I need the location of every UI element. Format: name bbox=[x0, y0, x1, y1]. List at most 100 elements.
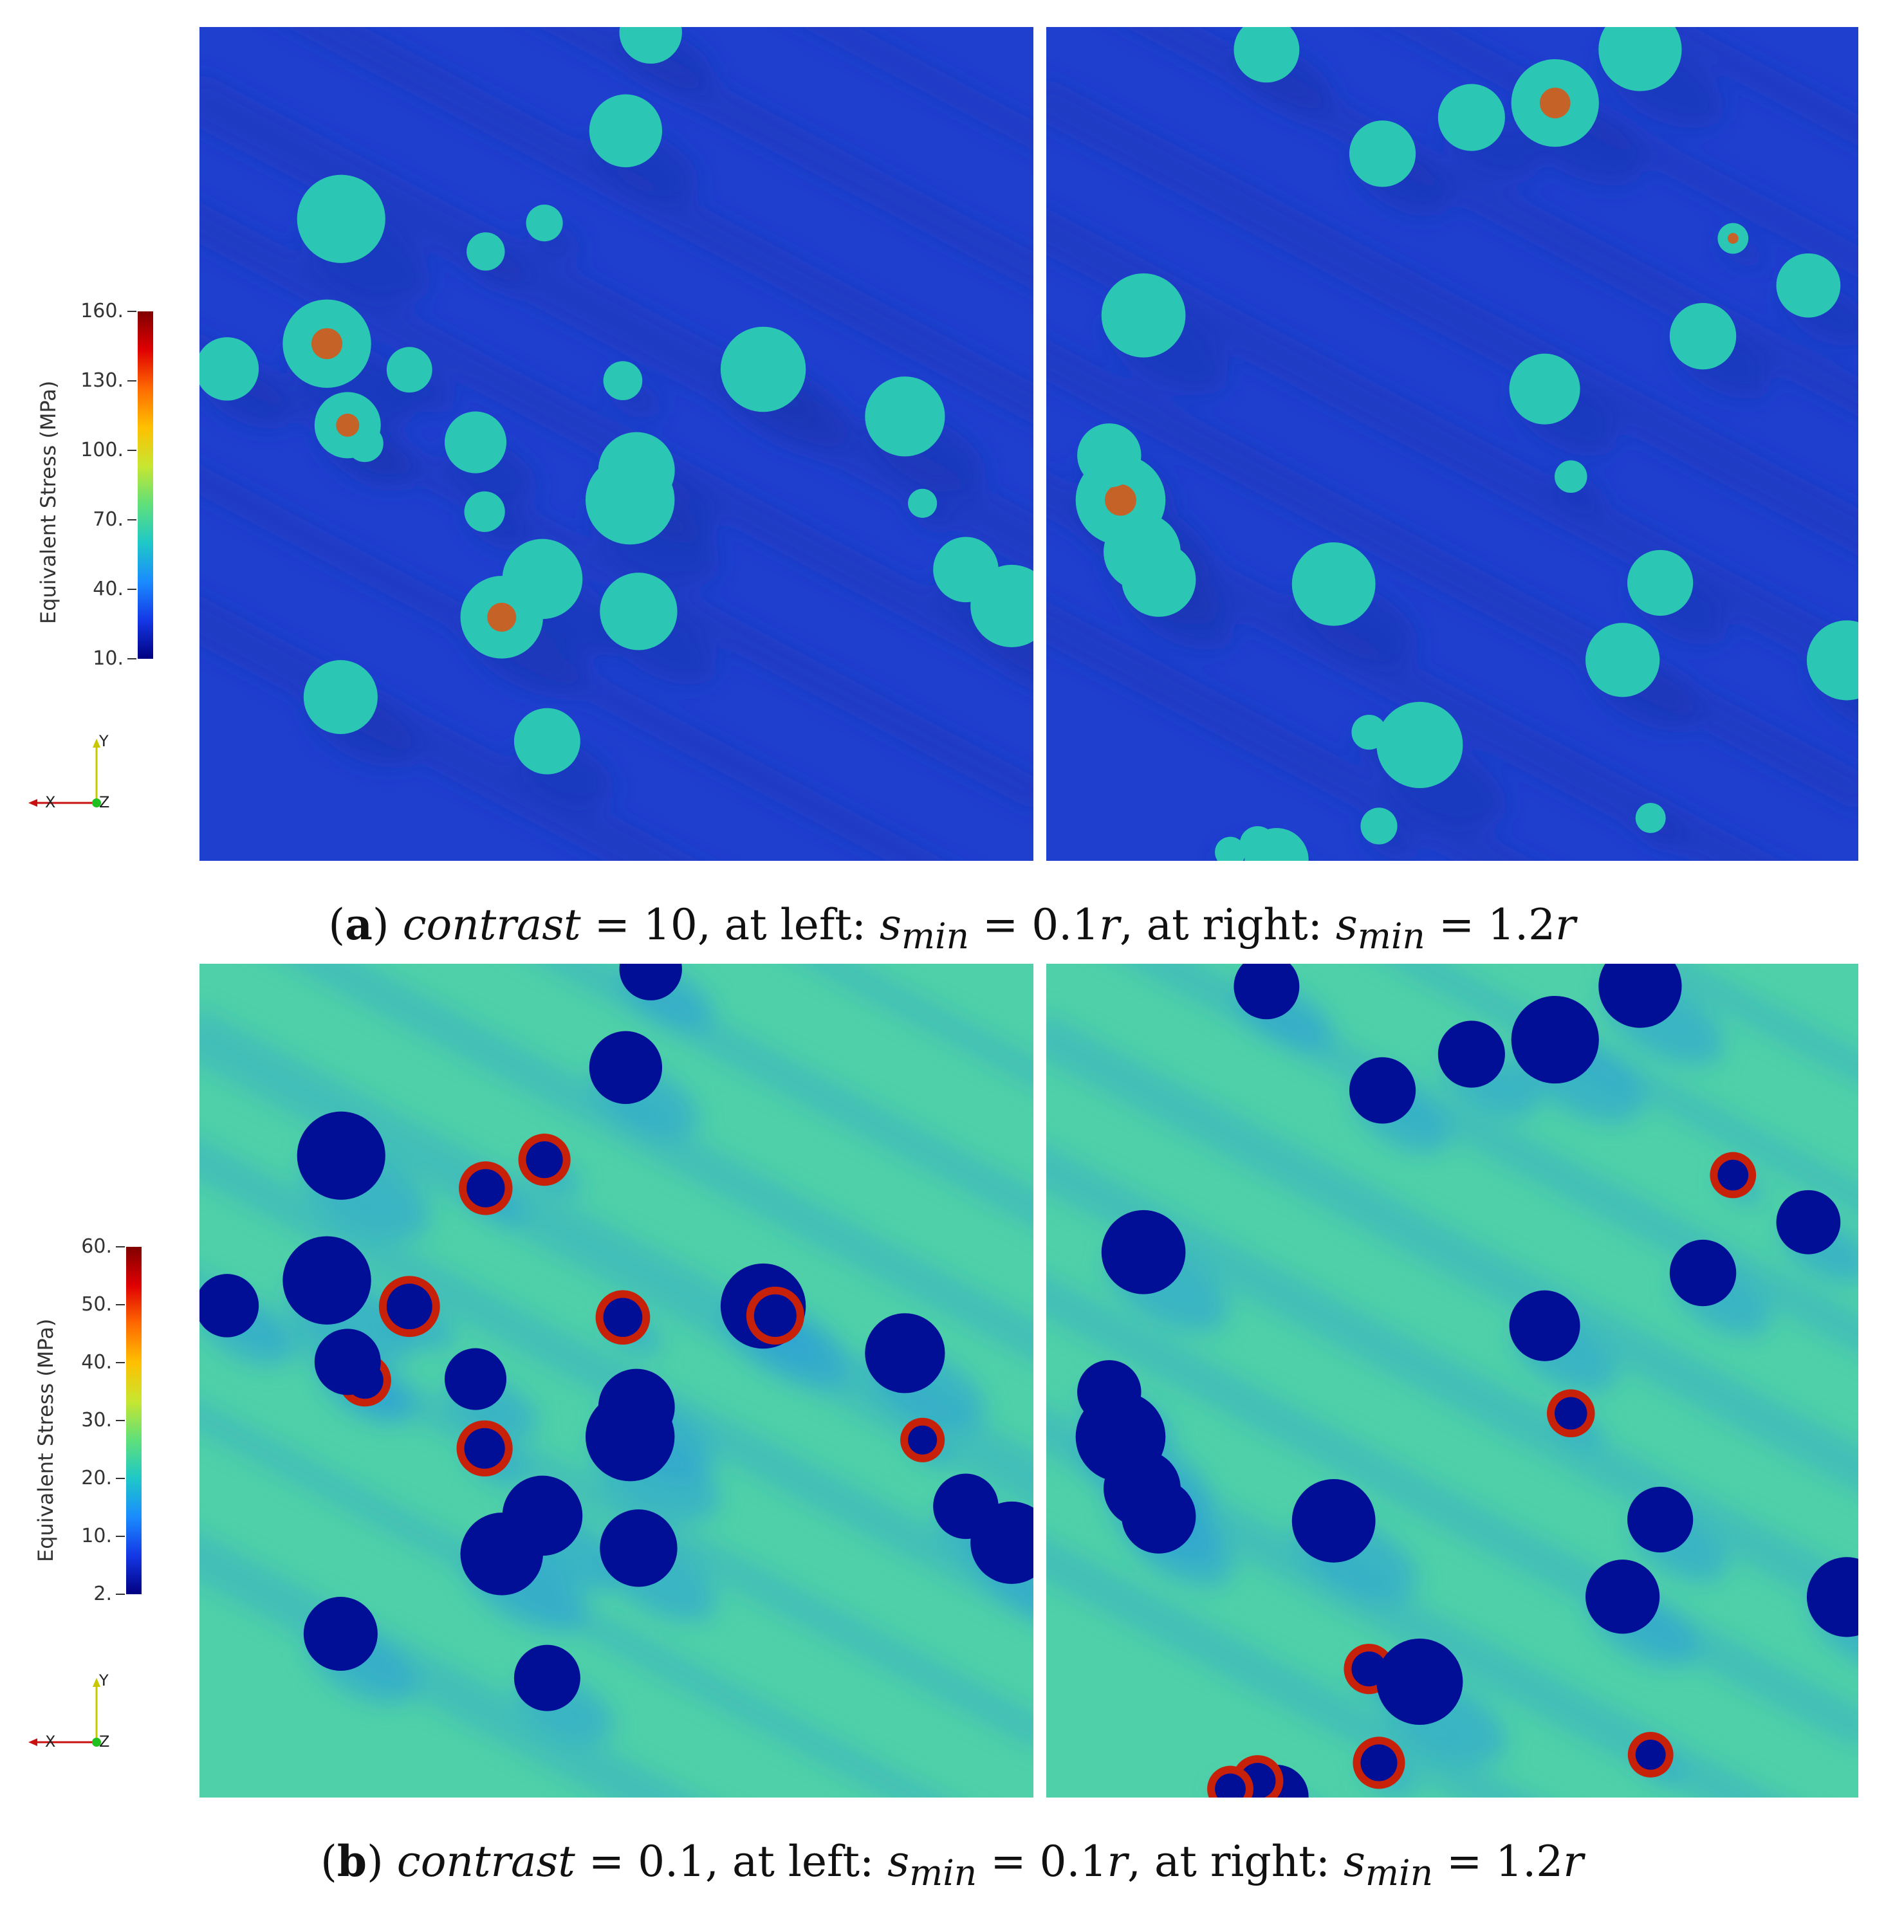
inclusion bbox=[1101, 273, 1186, 358]
stress-band bbox=[1046, 75, 1858, 614]
colorbar-a-gradient bbox=[138, 311, 153, 659]
inclusion bbox=[585, 455, 675, 545]
colorbar-tick bbox=[116, 1246, 125, 1247]
colorbar-tick-label: 10. bbox=[81, 1525, 112, 1547]
inclusion bbox=[1509, 353, 1580, 425]
inclusion bbox=[199, 337, 259, 401]
axis-z-label: Z bbox=[99, 1733, 110, 1751]
inclusion bbox=[297, 1111, 385, 1200]
inclusion bbox=[386, 1283, 432, 1330]
colorbar-tick bbox=[127, 450, 136, 451]
inclusion bbox=[314, 1329, 381, 1395]
stress-band bbox=[1046, 1420, 1770, 1798]
inclusion bbox=[1554, 1397, 1587, 1430]
inclusion bbox=[282, 1236, 371, 1325]
stress-band bbox=[1046, 483, 1770, 861]
inclusion bbox=[303, 659, 378, 735]
inclusion bbox=[1349, 120, 1416, 187]
colorbar-tick-label: 2. bbox=[93, 1583, 112, 1605]
caption-b-sub1: min bbox=[909, 1852, 977, 1894]
axis-z-label: Z bbox=[99, 793, 110, 811]
inclusion bbox=[1585, 623, 1660, 697]
inclusion bbox=[1585, 1559, 1660, 1634]
stress-hotspot bbox=[1539, 87, 1571, 118]
caption-b-sub2: min bbox=[1365, 1852, 1434, 1894]
inclusion bbox=[1806, 620, 1858, 701]
axes-triad-icon bbox=[28, 739, 101, 807]
inclusion bbox=[1627, 549, 1694, 616]
axes-triad-icon bbox=[28, 1678, 101, 1747]
inclusion bbox=[513, 1644, 580, 1711]
inclusion bbox=[600, 1509, 678, 1587]
caption-a-mid: , at right: bbox=[1119, 900, 1336, 950]
inclusion bbox=[1376, 701, 1463, 789]
stress-hotspot bbox=[1727, 233, 1739, 244]
caption-b-eq: = 0.1, at left: bbox=[575, 1837, 888, 1886]
caption-a-letter: a bbox=[345, 899, 373, 950]
caption-b-var: contrast bbox=[396, 1837, 575, 1886]
inclusion bbox=[467, 1169, 505, 1208]
caption-a-left-val: = 0.1 bbox=[969, 900, 1100, 950]
inclusion bbox=[1598, 964, 1682, 1028]
inclusion bbox=[603, 1298, 643, 1338]
colorbar-tick-label: 50. bbox=[81, 1293, 112, 1316]
stress-hotspot bbox=[336, 413, 360, 437]
stress-hotspot bbox=[1105, 484, 1136, 516]
inclusion bbox=[1635, 802, 1666, 833]
caption-b-right-val: = 1.2 bbox=[1433, 1837, 1564, 1886]
inclusion bbox=[513, 708, 580, 775]
axis-x-label: X bbox=[45, 1733, 56, 1751]
inclusion bbox=[1291, 542, 1376, 626]
inclusion bbox=[467, 232, 505, 271]
inclusion bbox=[297, 174, 385, 263]
colorbar-tick-label: 60. bbox=[81, 1235, 112, 1258]
caption-b-s1: s bbox=[887, 1837, 910, 1886]
inclusion bbox=[386, 347, 432, 393]
inclusion bbox=[603, 361, 643, 401]
colorbar-tick-label: 100. bbox=[80, 439, 124, 461]
inclusion bbox=[444, 411, 507, 474]
caption-a-r1: r bbox=[1099, 900, 1120, 950]
colorbar-tick bbox=[127, 311, 136, 312]
colorbar-tick bbox=[127, 589, 136, 590]
colorbar-b-gradient bbox=[126, 1247, 142, 1594]
caption-a-sub2: min bbox=[1357, 915, 1425, 957]
stress-map-a-right bbox=[1046, 27, 1858, 861]
inclusion bbox=[1669, 1239, 1737, 1307]
inclusion bbox=[1234, 27, 1300, 83]
caption-b-r2: r bbox=[1563, 1837, 1584, 1886]
inclusion bbox=[753, 357, 797, 400]
inclusion bbox=[1627, 1486, 1694, 1553]
inclusion bbox=[619, 27, 682, 64]
stress-band bbox=[199, 478, 944, 861]
caption-a-s1: s bbox=[880, 900, 901, 950]
stress-band bbox=[290, 964, 1033, 1345]
colorbar-tick bbox=[116, 1362, 125, 1363]
inclusion bbox=[753, 1294, 797, 1337]
stress-band bbox=[199, 69, 1033, 627]
inclusion bbox=[933, 537, 999, 603]
inclusion bbox=[1215, 1773, 1246, 1798]
axis-x-label: X bbox=[45, 793, 56, 811]
inclusion bbox=[1598, 27, 1682, 91]
caption-a: (a) contrast = 10, at left: smin = 0.1r,… bbox=[328, 899, 1576, 957]
stress-hotspot bbox=[487, 602, 517, 632]
colorbar-tick-label: 40. bbox=[81, 1351, 112, 1374]
inclusion bbox=[1717, 1159, 1749, 1191]
stress-map-a-left bbox=[199, 27, 1033, 861]
stress-band bbox=[1046, 1011, 1858, 1551]
inclusion bbox=[908, 488, 938, 518]
caption-a-r2: r bbox=[1555, 900, 1576, 950]
colorbar-tick-label: 160. bbox=[80, 300, 124, 322]
stress-map-b-left bbox=[199, 964, 1033, 1798]
inclusion bbox=[460, 1513, 543, 1596]
caption-b-letter: b bbox=[337, 1836, 367, 1886]
stress-band bbox=[234, 964, 1033, 1449]
colorbar-tick-label: 40. bbox=[93, 578, 124, 600]
inclusion bbox=[600, 573, 678, 650]
inclusion bbox=[865, 1313, 945, 1394]
colorbar-tick bbox=[116, 1420, 125, 1421]
inclusion bbox=[464, 1428, 505, 1469]
axis-y-label: Y bbox=[99, 1671, 109, 1689]
inclusion bbox=[444, 1348, 507, 1410]
